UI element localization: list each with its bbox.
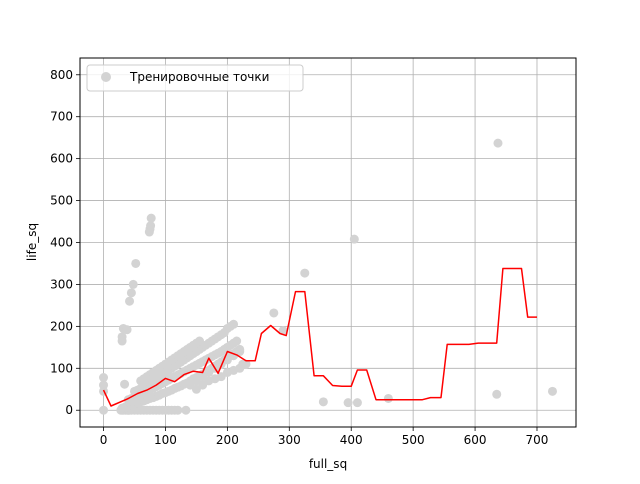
x-tick-label: 700	[526, 433, 549, 447]
scatter-point	[349, 234, 359, 244]
y-tick-label: 800	[50, 68, 73, 82]
scatter-point	[300, 268, 310, 278]
y-tick-label: 600	[50, 152, 73, 166]
y-tick-label: 200	[50, 319, 73, 333]
y-tick-label: 400	[50, 236, 73, 250]
y-axis-label: life_sq	[25, 223, 39, 261]
y-tick-label: 100	[50, 361, 73, 375]
prediction-line	[102, 267, 537, 407]
line-series	[102, 267, 537, 407]
x-tick-label: 600	[464, 433, 487, 447]
scatter-point	[126, 288, 136, 298]
scatter-point	[492, 389, 502, 399]
scatter-point	[128, 279, 138, 289]
scatter-point	[278, 326, 288, 336]
x-axis-ticks: 0 100 200 300 400 500 600 700	[100, 427, 549, 447]
scatter-point	[547, 386, 557, 396]
scatter-point	[383, 393, 393, 403]
scatter-point	[318, 397, 328, 407]
y-tick-label: 500	[50, 194, 73, 208]
y-tick-label: 300	[50, 277, 73, 291]
scatter-point	[241, 359, 251, 369]
y-axis-ticks: 0 100 200 300 400 500 600 700 800	[50, 68, 80, 417]
legend-box	[86, 64, 304, 92]
legend: Тренировочные точки	[86, 64, 304, 92]
scatter-point	[99, 373, 109, 383]
x-tick-label: 100	[154, 433, 177, 447]
y-tick-label: 700	[50, 110, 73, 124]
scatter-point	[173, 405, 183, 415]
legend-marker	[101, 72, 111, 82]
scatter-point	[352, 398, 362, 408]
scatter-point	[117, 332, 127, 342]
scatter-point	[235, 347, 245, 357]
scatter-point	[99, 405, 109, 415]
x-tick-label: 0	[100, 433, 108, 447]
scatter-point	[122, 325, 132, 335]
scatter-point	[181, 405, 191, 415]
y-tick-label: 0	[65, 403, 73, 417]
scatter-point	[195, 336, 205, 346]
x-tick-label: 200	[216, 433, 239, 447]
legend-label: Тренировочные точки	[129, 70, 269, 84]
scatter-point	[131, 258, 141, 268]
scatter-point	[229, 319, 239, 329]
scatter-point	[343, 398, 353, 408]
x-axis-label: full_sq	[309, 457, 347, 471]
scatter-point	[99, 380, 109, 390]
x-tick-label: 500	[402, 433, 425, 447]
x-tick-label: 400	[340, 433, 363, 447]
scatter-point	[493, 138, 503, 148]
scatter-point	[269, 308, 279, 318]
scatter-point	[232, 336, 242, 346]
scatter-point	[125, 296, 135, 306]
x-tick-label: 300	[278, 433, 301, 447]
scatter-point	[146, 213, 156, 223]
scatter-point	[146, 221, 156, 231]
scatter-point	[120, 379, 130, 389]
